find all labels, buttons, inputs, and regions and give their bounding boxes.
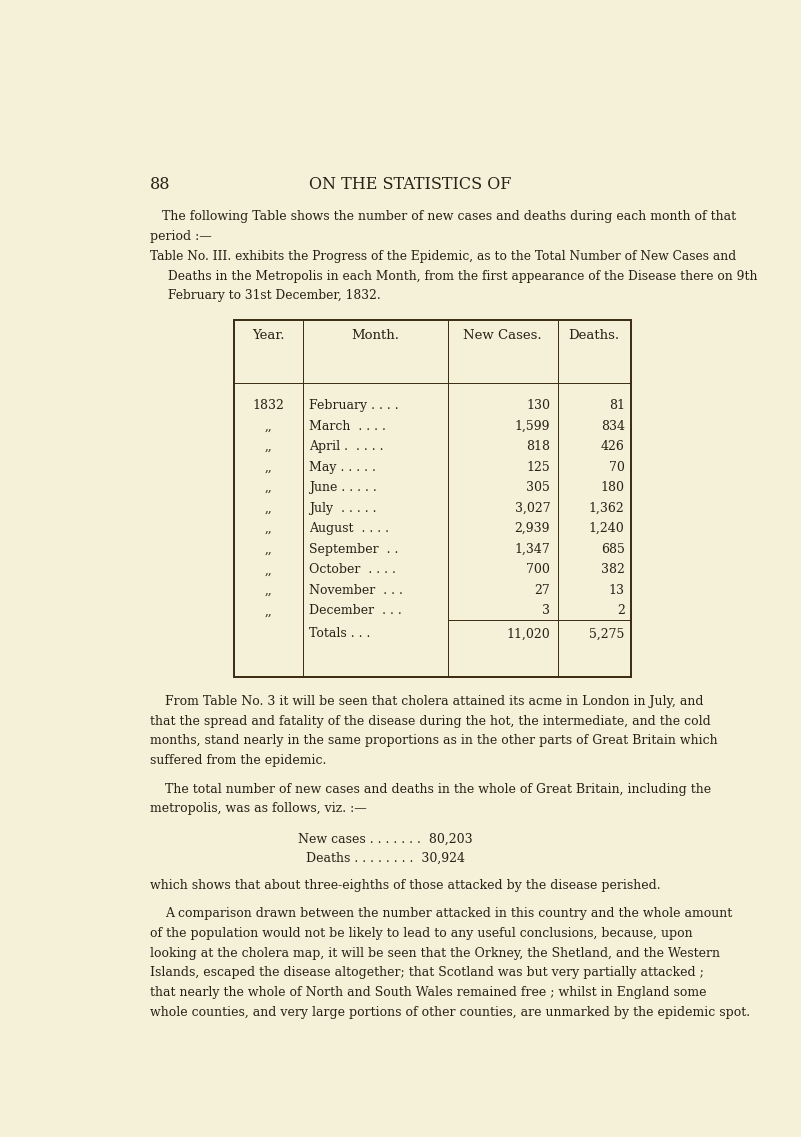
Text: 685: 685 <box>601 542 625 556</box>
Text: of the population would not be likely to lead to any useful conclusions, because: of the population would not be likely to… <box>150 927 692 940</box>
Text: ,,: ,, <box>264 583 272 597</box>
Text: March  . . . .: March . . . . <box>309 420 386 432</box>
Text: 180: 180 <box>601 481 625 495</box>
Text: 305: 305 <box>526 481 550 495</box>
Text: 834: 834 <box>601 420 625 432</box>
Text: ,,: ,, <box>264 605 272 617</box>
Text: 700: 700 <box>526 563 550 576</box>
Text: August  . . . .: August . . . . <box>309 522 389 536</box>
Text: suffered from the epidemic.: suffered from the epidemic. <box>150 754 326 767</box>
Text: October  . . . .: October . . . . <box>309 563 396 576</box>
Text: Islands, escaped the disease altogether; that Scotland was but very partially at: Islands, escaped the disease altogether;… <box>150 966 703 979</box>
Text: metropolis, was as follows, viz. :—: metropolis, was as follows, viz. :— <box>150 803 367 815</box>
Text: which shows that about three-eighths of those attacked by the disease perished.: which shows that about three-eighths of … <box>150 879 660 891</box>
Text: ,,: ,, <box>264 481 272 495</box>
Text: Month.: Month. <box>352 329 400 342</box>
Text: 3,027: 3,027 <box>514 501 550 515</box>
Text: months, stand nearly in the same proportions as in the other parts of Great Brit: months, stand nearly in the same proport… <box>150 735 718 747</box>
Text: looking at the cholera map, it will be seen that the Orkney, the Shetland, and t: looking at the cholera map, it will be s… <box>150 947 720 960</box>
Text: Table No. III. exhibits the Progress of the Epidemic, as to the Total Number of : Table No. III. exhibits the Progress of … <box>150 250 736 264</box>
Text: 88: 88 <box>150 176 171 193</box>
Text: April .  . . . .: April . . . . . <box>309 440 384 454</box>
Text: February . . . .: February . . . . <box>309 399 399 412</box>
Text: 5,275: 5,275 <box>590 628 625 640</box>
Text: From Table No. 3 it will be seen that cholera attained its acme in London in Jul: From Table No. 3 it will be seen that ch… <box>165 695 704 708</box>
Text: ,,: ,, <box>264 563 272 576</box>
Text: ,,: ,, <box>264 501 272 515</box>
Text: December  . . .: December . . . <box>309 605 402 617</box>
Text: 818: 818 <box>526 440 550 454</box>
Text: The total number of new cases and deaths in the whole of Great Britain, includin: The total number of new cases and deaths… <box>165 782 711 796</box>
Text: whole counties, and very large portions of other counties, are unmarked by the e: whole counties, and very large portions … <box>150 1006 750 1019</box>
Text: Deaths . . . . . . . .  30,924: Deaths . . . . . . . . 30,924 <box>306 852 465 865</box>
Text: 3: 3 <box>542 605 550 617</box>
Text: 70: 70 <box>609 460 625 474</box>
Text: that nearly the whole of North and South Wales remained free ; whilst in England: that nearly the whole of North and South… <box>150 986 706 999</box>
Text: ,,: ,, <box>264 522 272 536</box>
Text: 2: 2 <box>617 605 625 617</box>
Text: 81: 81 <box>609 399 625 412</box>
Text: July  . . . . .: July . . . . . <box>309 501 376 515</box>
Text: Deaths.: Deaths. <box>569 329 620 342</box>
Text: 426: 426 <box>601 440 625 454</box>
Text: Year.: Year. <box>252 329 284 342</box>
Text: 130: 130 <box>526 399 550 412</box>
Text: ,,: ,, <box>264 542 272 556</box>
Text: November  . . .: November . . . <box>309 583 403 597</box>
Text: 1,347: 1,347 <box>514 542 550 556</box>
Text: June . . . . .: June . . . . . <box>309 481 377 495</box>
Text: 2,939: 2,939 <box>515 522 550 536</box>
Text: period :—: period :— <box>150 230 211 242</box>
Text: 13: 13 <box>609 583 625 597</box>
Text: May . . . . .: May . . . . . <box>309 460 376 474</box>
Text: that the spread and fatality of the disease during the hot, the intermediate, an: that the spread and fatality of the dise… <box>150 715 710 728</box>
Text: 125: 125 <box>526 460 550 474</box>
Text: New cases . . . . . . .  80,203: New cases . . . . . . . 80,203 <box>298 832 473 846</box>
Text: ,,: ,, <box>264 460 272 474</box>
Text: September  . .: September . . <box>309 542 399 556</box>
Text: 11,020: 11,020 <box>506 628 550 640</box>
Text: 1,240: 1,240 <box>589 522 625 536</box>
Bar <box>234 321 631 678</box>
Text: 1,599: 1,599 <box>515 420 550 432</box>
Text: 27: 27 <box>534 583 550 597</box>
Text: 382: 382 <box>601 563 625 576</box>
Text: The following Table shows the number of new cases and deaths during each month o: The following Table shows the number of … <box>162 210 736 223</box>
Text: New Cases.: New Cases. <box>464 329 542 342</box>
Text: ,,: ,, <box>264 440 272 454</box>
Text: ,,: ,, <box>264 420 272 432</box>
Text: Totals . . .: Totals . . . <box>309 628 371 640</box>
Text: February to 31st December, 1832.: February to 31st December, 1832. <box>168 289 381 301</box>
Text: 1832: 1832 <box>252 399 284 412</box>
Text: Deaths in the Metropolis in each Month, from the first appearance of the Disease: Deaths in the Metropolis in each Month, … <box>168 269 758 282</box>
Text: 1,362: 1,362 <box>589 501 625 515</box>
Text: A comparison drawn between the number attacked in this country and the whole amo: A comparison drawn between the number at… <box>165 907 733 920</box>
Text: ON THE STATISTICS OF: ON THE STATISTICS OF <box>309 176 512 193</box>
